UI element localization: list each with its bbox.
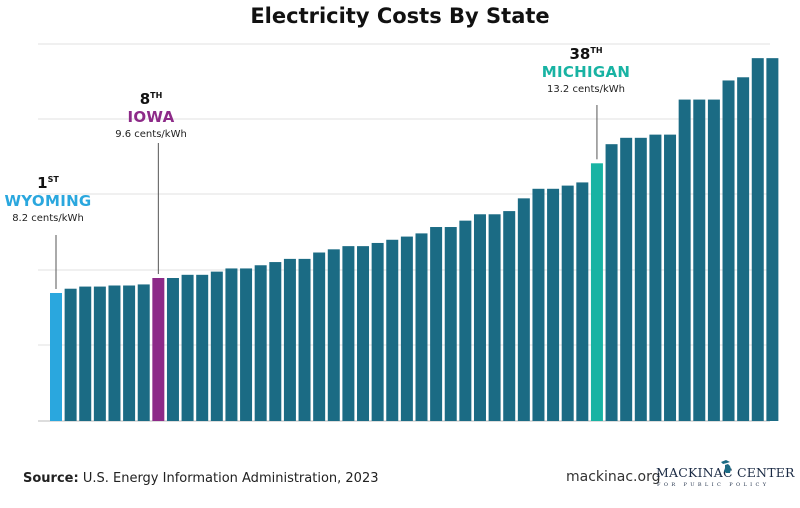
- bar-18: [298, 258, 311, 421]
- bar-47: [722, 80, 735, 421]
- rank-label: 38TH: [569, 45, 603, 63]
- bar-24: [386, 239, 399, 421]
- value-label: 9.6 cents/kWh: [115, 129, 187, 140]
- bar-12: [210, 271, 223, 421]
- bar-28: [444, 227, 457, 421]
- state-label: IOWA: [127, 108, 175, 126]
- bar-9: [166, 278, 179, 421]
- bar-30: [473, 214, 486, 421]
- bar-27: [430, 227, 443, 421]
- bar-50: [766, 58, 779, 422]
- bar-49: [751, 58, 764, 422]
- bar-19: [313, 252, 326, 421]
- annotation-iowa: 8TH IOWA 9.6 cents/kWh: [115, 90, 187, 140]
- annotation-wyoming: 1ST WYOMING 8.2 cents/kWh: [4, 174, 91, 224]
- bar-14: [240, 268, 253, 421]
- bar-39: [605, 144, 618, 421]
- bar-40: [620, 137, 633, 422]
- state-label: WYOMING: [4, 192, 92, 210]
- bar-44: [678, 99, 691, 422]
- bar-41: [634, 137, 647, 422]
- value-label: 13.2 cents/kWh: [547, 84, 625, 95]
- mackinac-center-logo: MACKINAC CENTER FOR PUBLIC POLICY: [656, 458, 796, 492]
- bar-29: [459, 220, 472, 421]
- bar-37: [576, 182, 589, 421]
- bar-4: [93, 286, 106, 421]
- bar-34: [532, 188, 545, 421]
- state-label: MICHIGAN: [541, 63, 631, 81]
- bar-5: [108, 285, 121, 421]
- bar-43: [664, 134, 677, 421]
- source-note: Source: U.S. Energy Information Administ…: [23, 471, 379, 486]
- bar-3: [79, 286, 92, 421]
- bar-35: [547, 188, 560, 421]
- bar-21: [342, 246, 355, 421]
- bar-46: [707, 99, 720, 422]
- bar-1: [50, 293, 62, 421]
- bar-11: [196, 274, 209, 421]
- bar-16: [269, 262, 282, 421]
- bar-38: [590, 163, 603, 422]
- bar-23: [371, 242, 384, 421]
- bar-7: [137, 284, 150, 421]
- bar-20: [327, 249, 340, 421]
- bar-8: [152, 278, 165, 421]
- annotation-michigan: 38TH MICHIGAN 13.2 cents/kWh: [542, 45, 631, 95]
- bar-26: [415, 233, 428, 421]
- rank-label: 1ST: [37, 174, 59, 192]
- bar-22: [357, 246, 370, 421]
- bar-25: [400, 236, 413, 421]
- website-link[interactable]: mackinac.org: [566, 469, 661, 485]
- bar-33: [517, 198, 530, 421]
- bar-17: [283, 258, 296, 421]
- value-label: 8.2 cents/kWh: [12, 213, 84, 224]
- bar-15: [254, 265, 267, 421]
- bar-42: [649, 134, 662, 421]
- michigan-map-icon: [721, 460, 731, 473]
- bar-48: [737, 77, 750, 422]
- bar-45: [693, 99, 706, 422]
- bar-10: [181, 274, 194, 421]
- chart-title: Electricity Costs By State: [250, 4, 550, 28]
- bar-6: [123, 285, 136, 421]
- rank-label: 8TH: [139, 90, 163, 108]
- bar-32: [503, 211, 516, 421]
- bar-2: [64, 288, 77, 421]
- bar-31: [488, 214, 501, 421]
- bar-36: [561, 185, 574, 421]
- bar-13: [225, 268, 238, 421]
